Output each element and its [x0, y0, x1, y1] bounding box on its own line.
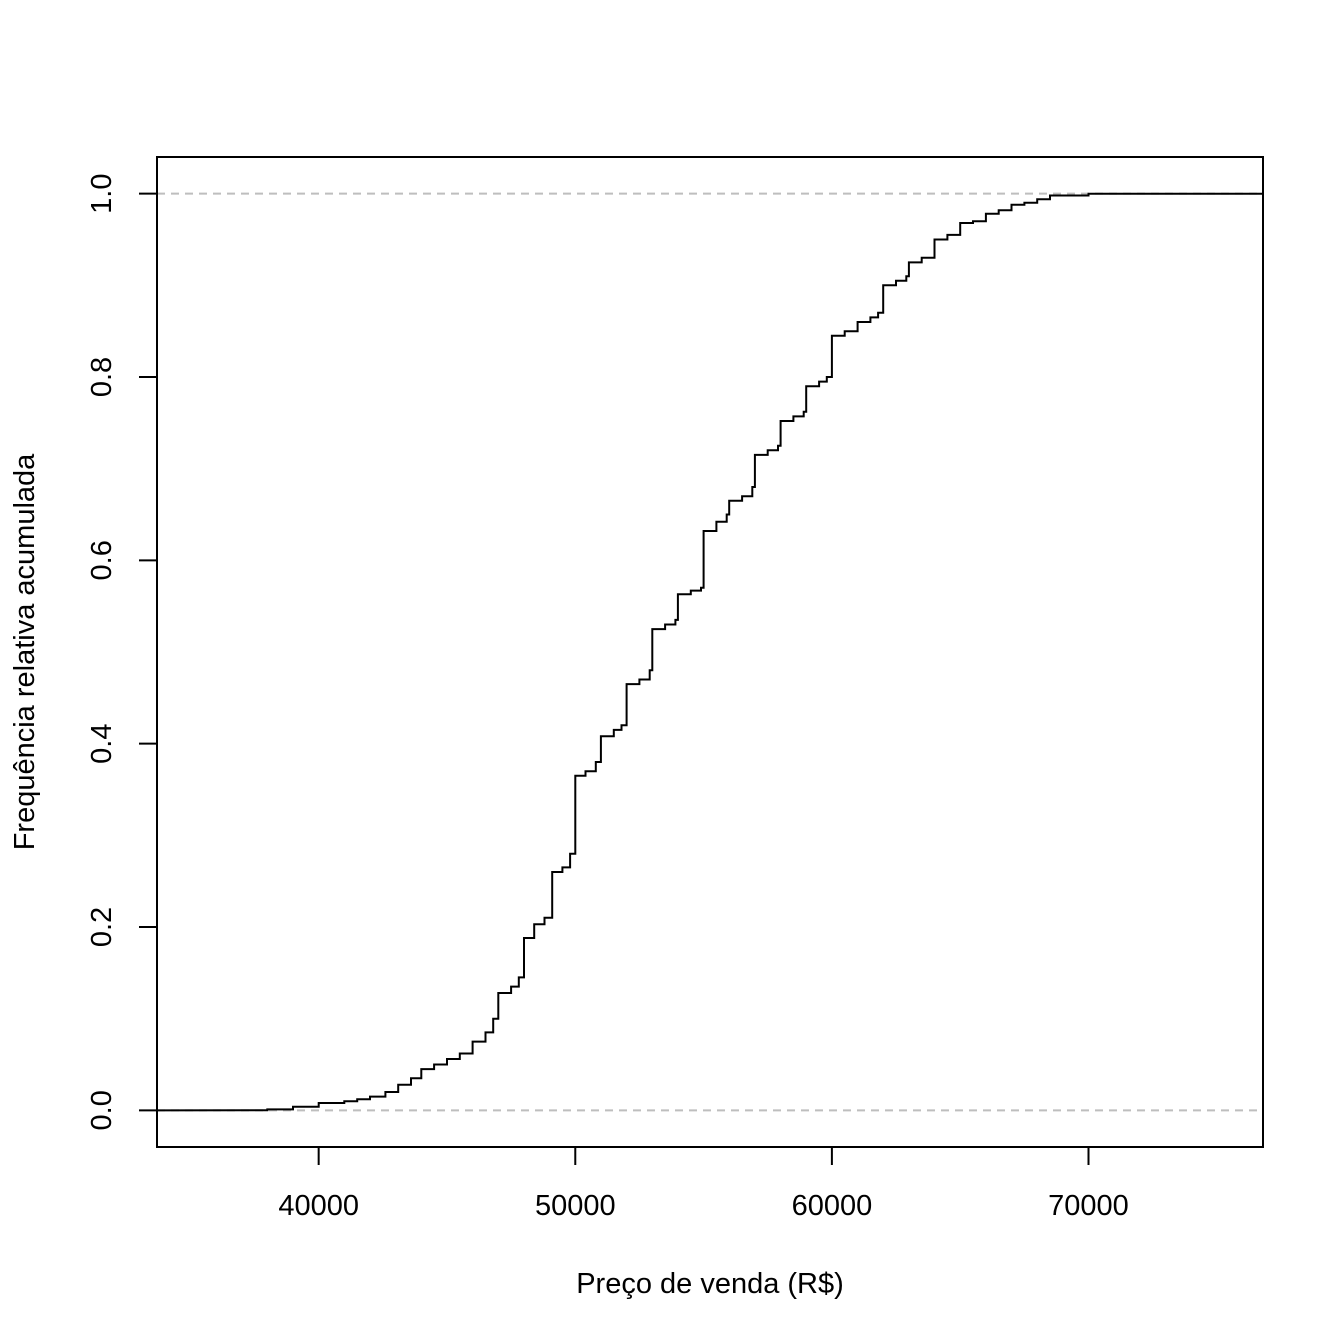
plot-area-frame	[156, 156, 1264, 1148]
x-tick-label: 40000	[278, 1190, 359, 1222]
x-tick-label: 50000	[535, 1190, 616, 1222]
y-tick-label: 0.2	[86, 907, 118, 947]
y-tick-label: 0.0	[86, 1090, 118, 1130]
y-axis-title: Frequência relativa acumulada	[9, 453, 41, 850]
x-axis: 40000 50000 60000 70000	[278, 1146, 1129, 1222]
x-tick-label: 70000	[1048, 1190, 1129, 1222]
y-tick-label: 1.0	[86, 174, 118, 214]
reference-lines	[157, 192, 1263, 1112]
x-axis-title: Preço de venda (R$)	[576, 1268, 844, 1300]
y-tick-label: 0.8	[86, 357, 118, 397]
x-tick-label: 60000	[792, 1190, 873, 1222]
y-tick-label: 0.6	[86, 540, 118, 580]
y-tick-label: 0.4	[86, 724, 118, 764]
series-layer	[156, 192, 1263, 1112]
ecdf-step-line-0	[156, 192, 1263, 1112]
y-axis: 0.0 0.2 0.4 0.6 0.8 1.0	[86, 174, 158, 1130]
